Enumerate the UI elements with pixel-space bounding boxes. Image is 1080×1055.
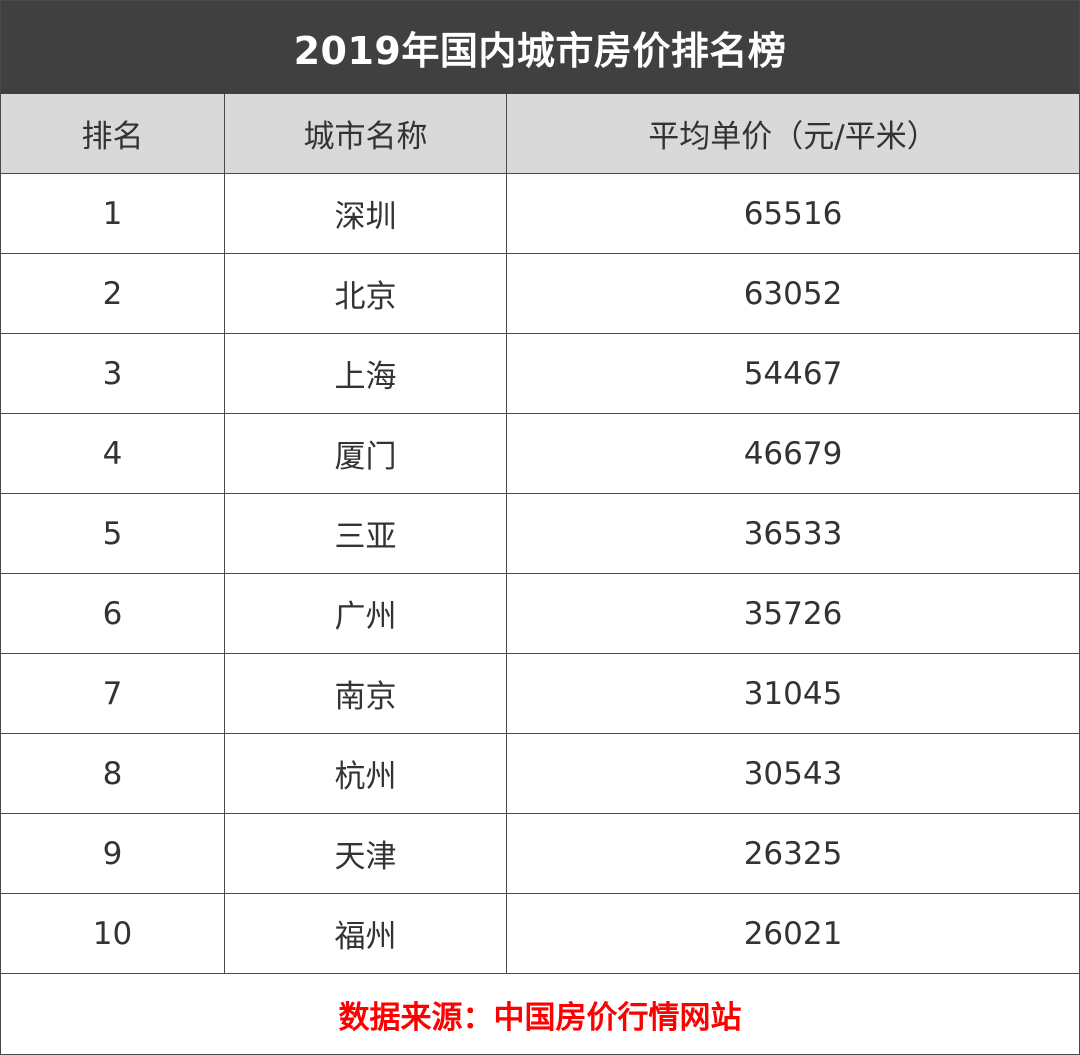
city-cell: 广州 bbox=[225, 574, 507, 654]
price-cell: 26021 bbox=[507, 894, 1079, 974]
price-cell: 46679 bbox=[507, 414, 1079, 494]
rank-cell: 4 bbox=[1, 414, 225, 494]
city-cell: 天津 bbox=[225, 814, 507, 894]
price-cell: 35726 bbox=[507, 574, 1079, 654]
rank-cell: 9 bbox=[1, 814, 225, 894]
header-rank: 排名 bbox=[1, 94, 225, 174]
price-cell: 30543 bbox=[507, 734, 1079, 814]
city-cell: 三亚 bbox=[225, 494, 507, 574]
price-cell: 54467 bbox=[507, 334, 1079, 414]
city-cell: 深圳 bbox=[225, 174, 507, 254]
city-cell: 杭州 bbox=[225, 734, 507, 814]
city-cell: 南京 bbox=[225, 654, 507, 734]
price-cell: 36533 bbox=[507, 494, 1079, 574]
city-cell: 福州 bbox=[225, 894, 507, 974]
price-cell: 63052 bbox=[507, 254, 1079, 334]
rank-cell: 1 bbox=[1, 174, 225, 254]
header-city: 城市名称 bbox=[225, 94, 507, 174]
price-cell: 26325 bbox=[507, 814, 1079, 894]
city-cell: 上海 bbox=[225, 334, 507, 414]
city-cell: 北京 bbox=[225, 254, 507, 334]
price-cell: 65516 bbox=[507, 174, 1079, 254]
table-title: 2019年国内城市房价排名榜 bbox=[1, 1, 1079, 94]
ranking-table: 排名 城市名称 平均单价（元/平米） 1 深圳 65516 2 北京 63052… bbox=[1, 94, 1079, 974]
rank-cell: 6 bbox=[1, 574, 225, 654]
rank-cell: 3 bbox=[1, 334, 225, 414]
city-cell: 厦门 bbox=[225, 414, 507, 494]
rank-cell: 7 bbox=[1, 654, 225, 734]
rank-cell: 2 bbox=[1, 254, 225, 334]
header-price: 平均单价（元/平米） bbox=[507, 94, 1079, 174]
rank-cell: 8 bbox=[1, 734, 225, 814]
rank-cell: 10 bbox=[1, 894, 225, 974]
data-source-note: 数据来源：中国房价行情网站 bbox=[338, 999, 742, 1036]
rank-cell: 5 bbox=[1, 494, 225, 574]
price-cell: 31045 bbox=[507, 654, 1079, 734]
